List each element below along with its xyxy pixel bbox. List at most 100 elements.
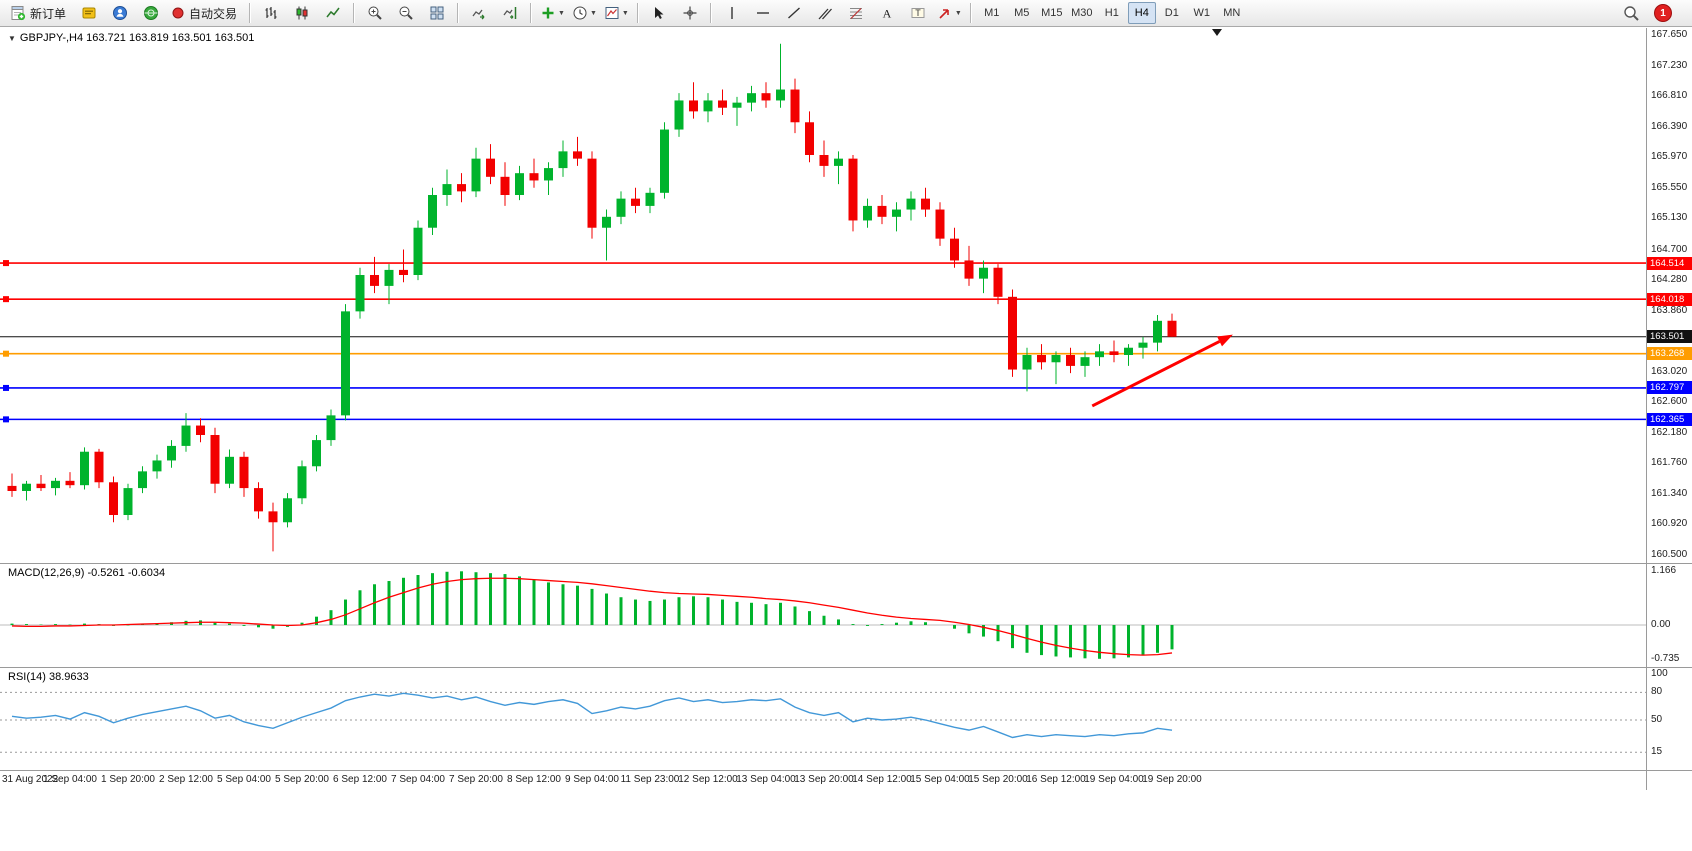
- time-label: 8 Sep 12:00: [507, 774, 561, 785]
- panel-divider[interactable]: [0, 563, 1692, 564]
- vertical-line-tool-button[interactable]: [717, 1, 747, 25]
- community-button[interactable]: [105, 1, 135, 25]
- price-tick: 167.650: [1651, 29, 1688, 40]
- auto-scroll-icon: [471, 5, 487, 21]
- time-label: 7 Sep 20:00: [449, 774, 503, 785]
- toolbar-separator: [530, 3, 533, 23]
- price-tick: 161.760: [1651, 457, 1688, 469]
- periods-button[interactable]: ▼: [569, 1, 600, 25]
- price-tag: 163.501: [1647, 330, 1692, 344]
- vertical-line-icon: [724, 5, 740, 21]
- toolbar-separator: [249, 3, 252, 23]
- quote-line: ▼ GBPJPY-,H4 163.721 163.819 163.501 163…: [8, 32, 254, 44]
- time-label: 19 Sep 20:00: [1142, 774, 1202, 785]
- time-label: 15 Sep 20:00: [968, 774, 1028, 785]
- price-tick: -0.735: [1651, 653, 1680, 665]
- timeframe-button-m1[interactable]: M1: [984, 7, 1000, 19]
- fibonacci-icon: [848, 5, 864, 21]
- symbol-dropdown-icon[interactable]: ▼: [8, 33, 16, 43]
- horizontal-line-tool-button[interactable]: [748, 1, 778, 25]
- text-tool-button[interactable]: A: [872, 1, 902, 25]
- templates-button[interactable]: ▼: [601, 1, 632, 25]
- price-tick: 165.970: [1651, 151, 1688, 163]
- zoom-in-button[interactable]: [360, 1, 390, 25]
- timeframe-button-h4[interactable]: H4: [1127, 2, 1156, 24]
- price-tick: 167.230: [1651, 59, 1688, 71]
- price-tick: 160.500: [1651, 549, 1688, 560]
- price-tag: 164.018: [1647, 292, 1692, 306]
- add-indicator-icon: [540, 5, 556, 21]
- auto-trading-status-icon: [171, 6, 185, 20]
- time-axis[interactable]: 31 Aug 2022 1 Sep 04:00 1 Sep 20:00 2 Sep 1…: [0, 771, 1646, 789]
- price-tag: 162.797: [1647, 381, 1692, 395]
- time-label: 13 Sep 04:00: [736, 774, 796, 785]
- metaeditor-button[interactable]: [74, 1, 104, 25]
- panel-divider[interactable]: [0, 667, 1692, 668]
- market-button[interactable]: [136, 1, 166, 25]
- text-icon: A: [879, 5, 895, 21]
- arrows-tool-icon: [937, 5, 953, 21]
- timeframe-button-d1[interactable]: D1: [1164, 7, 1179, 19]
- price-axis-border: [1646, 28, 1647, 790]
- channel-tool-button[interactable]: [810, 1, 840, 25]
- indicators-button[interactable]: ▼: [537, 1, 568, 25]
- toolbar-separator: [969, 3, 972, 23]
- auto-trading-label: 自动交易: [189, 6, 238, 21]
- new-order-button[interactable]: 新订单: [6, 1, 73, 25]
- price-tick: 160.920: [1651, 518, 1688, 530]
- notification-badge[interactable]: 1: [1654, 4, 1672, 22]
- chart-window: ▼ GBPJPY-,H4 163.721 163.819 163.501 163…: [0, 27, 1692, 851]
- chevron-down-icon: ▼: [954, 9, 962, 17]
- text-label-tool-button[interactable]: T: [903, 1, 933, 25]
- template-icon: [604, 5, 620, 21]
- market-globe-icon: [143, 5, 159, 21]
- time-label: 14 Sep 12:00: [852, 774, 912, 785]
- chart-shift-end-marker[interactable]: [1212, 29, 1222, 36]
- time-label: 2 Sep 12:00: [159, 774, 213, 785]
- crosshair-tool-button[interactable]: [675, 1, 705, 25]
- bar-chart-button[interactable]: [256, 1, 286, 25]
- toolbar-separator: [636, 3, 639, 23]
- time-label: 5 Sep 04:00: [217, 774, 271, 785]
- arrows-tool-button[interactable]: ▼: [934, 1, 965, 25]
- price-tick: 161.340: [1651, 487, 1688, 499]
- zoom-out-icon: [398, 5, 414, 21]
- tile-windows-button[interactable]: [422, 1, 452, 25]
- price-tick: 163.860: [1651, 304, 1688, 316]
- svg-text:T: T: [915, 8, 921, 18]
- cursor-tool-button[interactable]: [644, 1, 674, 25]
- bar-chart-icon: [263, 5, 279, 21]
- auto-scroll-button[interactable]: [464, 1, 494, 25]
- new-order-label: 新订单: [30, 6, 67, 21]
- time-label: 15 Sep 04:00: [910, 774, 970, 785]
- timeframe-button-w1[interactable]: W1: [1193, 7, 1211, 19]
- timeframe-button-m15[interactable]: M15: [1041, 7, 1063, 19]
- time-label: 13 Sep 20:00: [794, 774, 854, 785]
- rsi-indicator-label: RSI(14) 38.9633: [8, 671, 89, 683]
- auto-trading-button[interactable]: 自动交易: [167, 1, 244, 25]
- candlestick-chart-button[interactable]: [287, 1, 317, 25]
- panel-divider: [0, 770, 1692, 771]
- horizontal-line-icon: [755, 5, 771, 21]
- chart-canvas[interactable]: [0, 28, 1646, 790]
- price-axis[interactable]: 167.650 167.230 166.810 166.390 165.970 165.5…: [1647, 28, 1692, 790]
- timeframe-button-m5[interactable]: M5: [1014, 7, 1030, 19]
- price-tick: 162.600: [1651, 396, 1688, 408]
- timeframe-button-m30[interactable]: M30: [1071, 7, 1093, 19]
- chevron-down-icon: ▼: [589, 9, 597, 17]
- zoom-out-button[interactable]: [391, 1, 421, 25]
- search-icon[interactable]: [1623, 5, 1640, 22]
- line-chart-icon: [325, 5, 341, 21]
- price-tick: 1.166: [1651, 565, 1677, 577]
- timeframe-group: M1 M5 M15 M30 H1 H4 D1 W1 MN: [977, 2, 1247, 24]
- price-tick: 162.180: [1651, 426, 1688, 438]
- metaeditor-icon: [81, 5, 97, 21]
- timeframe-button-h1[interactable]: H1: [1104, 7, 1119, 19]
- fibonacci-tool-button[interactable]: [841, 1, 871, 25]
- time-label: 7 Sep 04:00: [391, 774, 445, 785]
- timeframe-button-mn[interactable]: MN: [1223, 7, 1241, 19]
- chart-shift-icon: [502, 5, 518, 21]
- trendline-tool-button[interactable]: [779, 1, 809, 25]
- chart-shift-button[interactable]: [495, 1, 525, 25]
- line-chart-button[interactable]: [318, 1, 348, 25]
